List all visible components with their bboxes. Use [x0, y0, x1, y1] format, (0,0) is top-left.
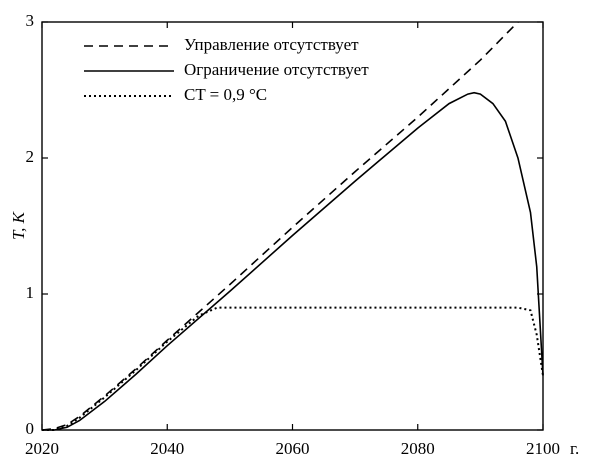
series-line — [41, 21, 519, 431]
series-line — [42, 306, 544, 431]
x-tick-label: 2060 — [276, 439, 310, 458]
legend-label: CT = 0,9 °C — [184, 85, 267, 104]
x-axis-label: г. — [570, 439, 579, 458]
y-tick-label: 1 — [26, 283, 35, 302]
y-tick-label: 3 — [26, 11, 35, 30]
y-axis-label: T, K — [9, 210, 28, 240]
legend-label: Управление отсутствует — [184, 35, 359, 54]
series-line — [42, 91, 544, 431]
x-tick-label: 2040 — [150, 439, 184, 458]
x-tick-label: 2080 — [401, 439, 435, 458]
plot-frame — [41, 21, 544, 431]
legend-label: Ограничение отсутствует — [184, 60, 369, 79]
y-tick-label: 0 — [26, 419, 35, 438]
x-tick-label: 2020 — [25, 439, 59, 458]
y-tick-label: 2 — [26, 147, 35, 166]
x-tick-label: 2100 — [526, 439, 560, 458]
